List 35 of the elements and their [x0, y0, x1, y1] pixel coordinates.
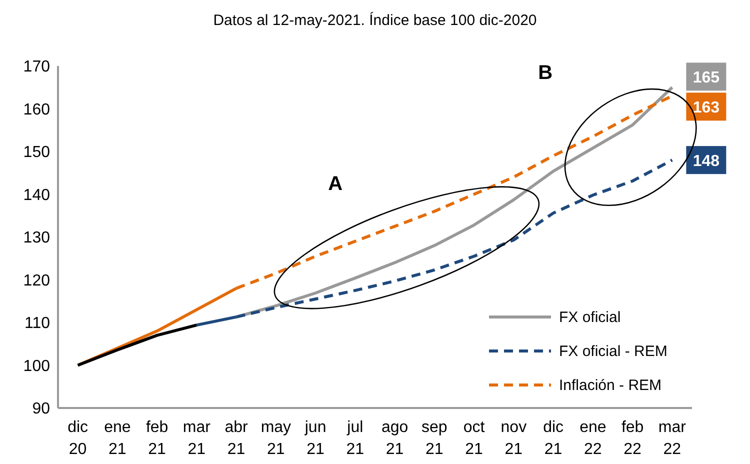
x-tick-label: abr 21	[224, 419, 249, 458]
y-tick-label: 130	[23, 230, 50, 247]
x-tick-label: may 21	[260, 419, 292, 458]
x-tick-label: dic 20	[68, 419, 88, 458]
data-label: 165	[692, 70, 720, 87]
y-tick-label: 140	[23, 186, 50, 204]
legend-label: FX oficial - REM	[559, 342, 668, 360]
x-tick-label: jun 21	[304, 419, 326, 458]
x-tick-label: ene 22	[580, 419, 606, 458]
y-tick-label: 90	[32, 400, 50, 418]
y-tick-label: 170	[23, 58, 50, 76]
annotation: A	[328, 172, 343, 195]
x-tick-label: nov 21	[500, 419, 527, 458]
y-tick-label: 110	[24, 315, 50, 332]
x-tick-label: feb 21	[146, 419, 168, 458]
y-tick-label: 120	[23, 272, 50, 290]
y-tick-label: 100	[23, 358, 50, 375]
x-tick-label: ene 21	[104, 419, 131, 458]
annotation: B	[538, 62, 553, 84]
y-tick-label: 160	[23, 101, 50, 118]
y-tick-label: 150	[23, 144, 50, 162]
x-tick-label: sep 21	[422, 419, 448, 458]
chart-subtitle: Datos al 12-may-2021. Índice base 100 dic-2020	[212, 12, 538, 29]
x-tick-label: mar 21	[182, 419, 212, 458]
x-tick-label: ago 21	[381, 419, 408, 458]
legend-label: Inflación - REM	[559, 376, 662, 394]
data-label: 163	[692, 100, 720, 117]
x-tick-label: mar 22	[658, 419, 687, 458]
x-tick-label: feb 22	[621, 419, 644, 458]
legend-label: FX oficial	[559, 308, 621, 326]
x-tick-label: oct 21	[463, 419, 486, 458]
x-tick-label: dic 21	[543, 419, 564, 458]
line-series	[76, 324, 198, 367]
x-tick-label: jul 21	[346, 419, 364, 458]
data-label: 148	[692, 153, 720, 170]
